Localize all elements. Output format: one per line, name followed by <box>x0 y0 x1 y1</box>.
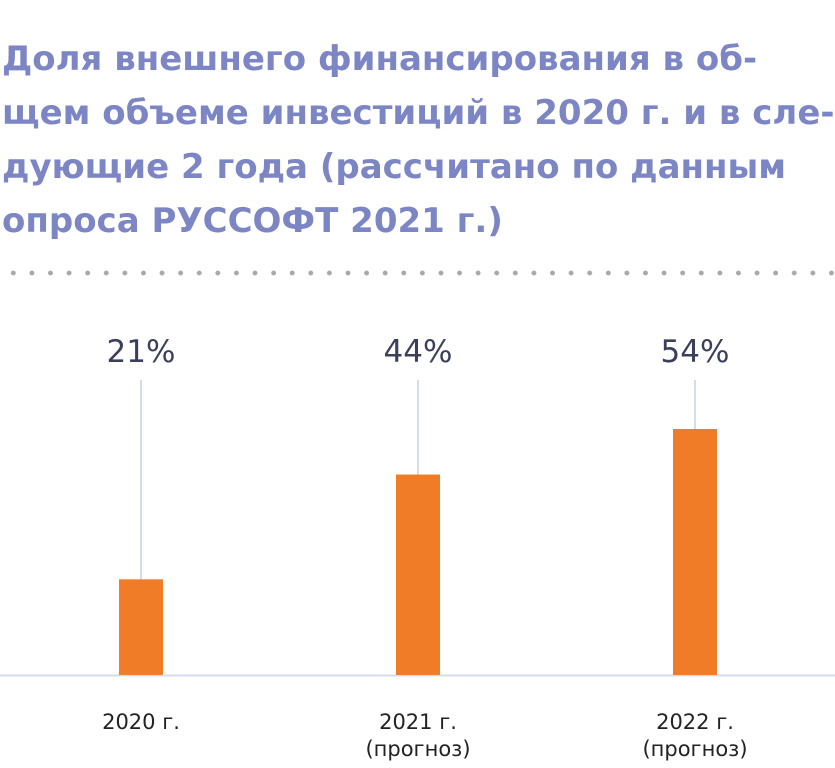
bar <box>119 579 163 675</box>
title-line: Доля внешнего финансирования в об- <box>2 39 758 79</box>
title-line: опроса РУССОФТ 2021 г.) <box>2 201 503 241</box>
bar <box>396 474 440 675</box>
chart-title: Доля внешнего финансирования в об- щем о… <box>2 32 835 248</box>
title-line: дующие 2 года (рассчитано по данным <box>2 147 787 187</box>
title-line: щем объеме инвестиций в 2020 г. и в сле- <box>2 93 835 133</box>
x-tick-label: (прогноз) <box>365 737 470 761</box>
x-tick-label: (прогноз) <box>642 737 747 761</box>
data-label: 54% <box>661 334 730 370</box>
x-tick-label: 2020 г. <box>102 710 180 734</box>
dotted-divider <box>4 270 835 276</box>
data-label: 21% <box>107 334 176 370</box>
x-tick-label: 2021 г. <box>379 710 457 734</box>
x-tick-label: 2022 г. <box>656 710 734 734</box>
data-label: 44% <box>384 334 453 370</box>
bar <box>673 429 717 675</box>
